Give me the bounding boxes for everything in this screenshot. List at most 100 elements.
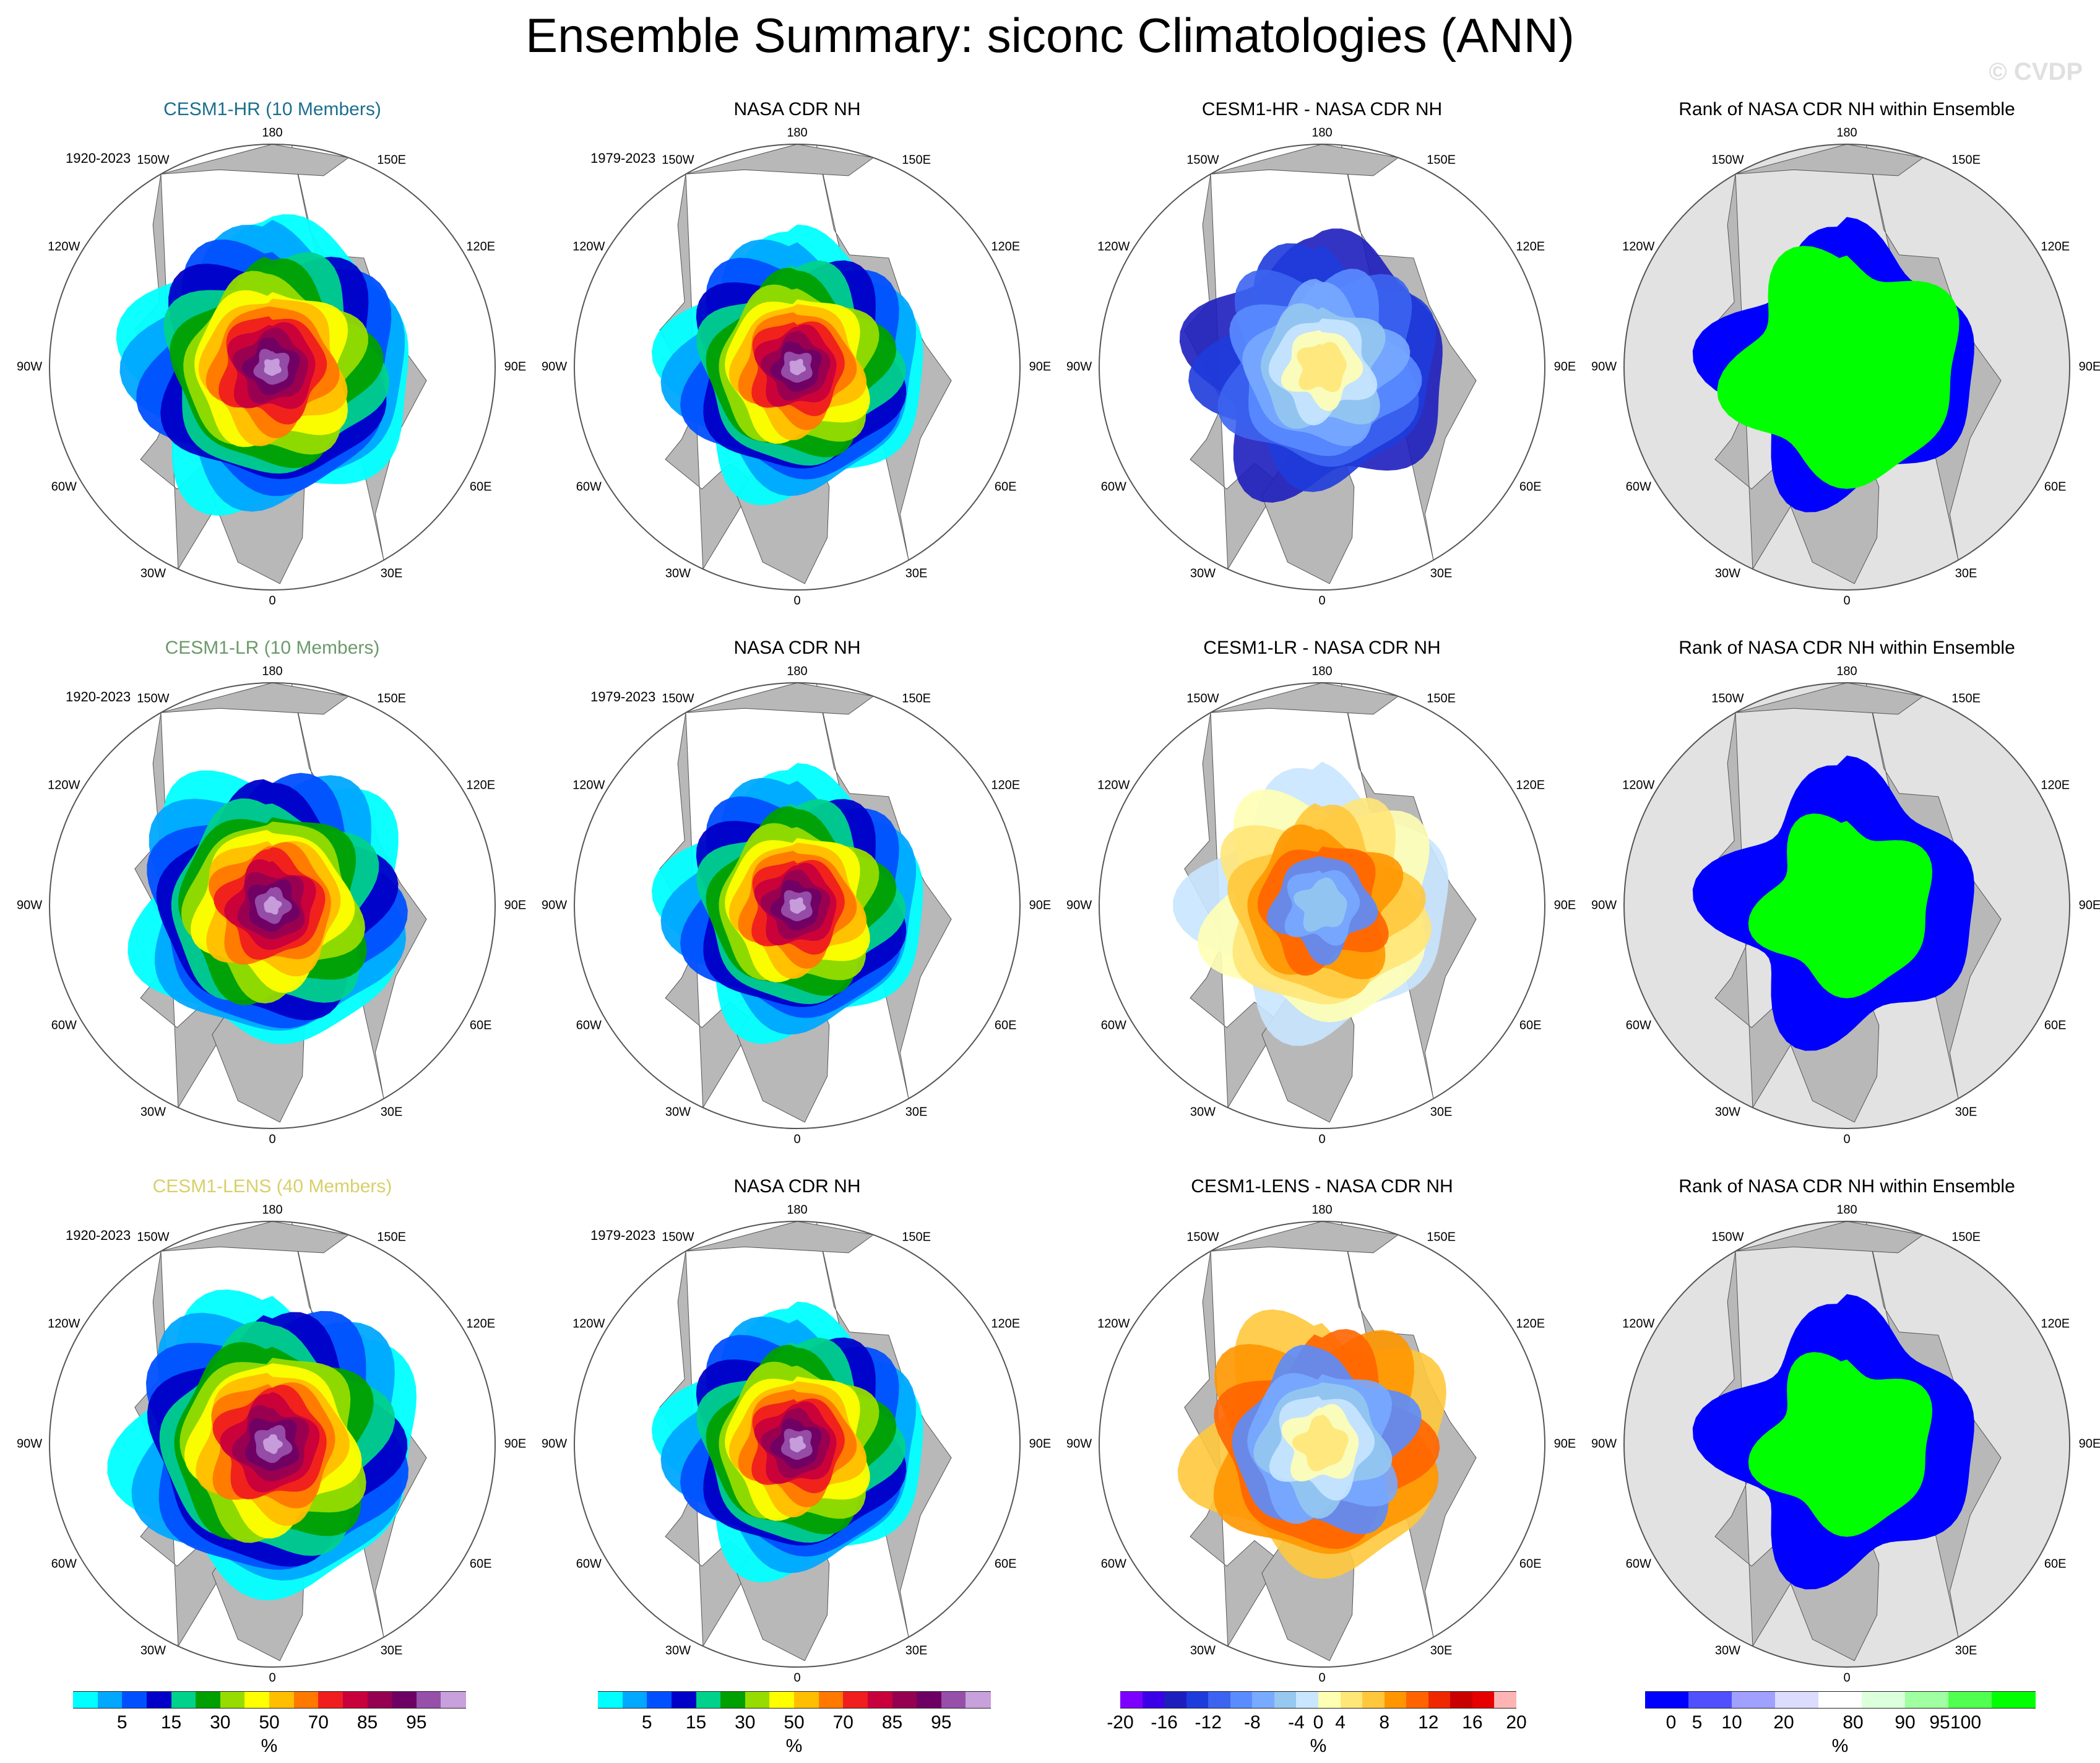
lon-label: 150W [1711, 153, 1744, 167]
lon-label: 30E [1955, 1644, 1977, 1658]
lon-label: 90W [542, 1437, 568, 1451]
colorbar-swatch [269, 1691, 295, 1709]
period-label: 1920-2023 [66, 689, 131, 704]
colorbar-swatch [318, 1691, 344, 1709]
lon-label: 60W [1625, 1018, 1651, 1033]
lon-label: 60W [1100, 1557, 1126, 1571]
colorbar-swatch [1274, 1691, 1297, 1709]
lon-label: 150E [377, 691, 406, 706]
lon-label: 120E [991, 778, 1021, 792]
lon-label: 120W [1097, 778, 1130, 792]
colorbar-swatch [598, 1691, 623, 1709]
colorbar-tick: 95 [406, 1712, 427, 1733]
map-panel-ensemble: CESM1-LR (10 Members) 180 0 90W 90E 150W 120W 1… [17, 638, 526, 1174]
polar-stereo-map [1099, 1221, 1545, 1668]
period-label: 1920-2023 [66, 1228, 131, 1243]
colorbar-swatch [966, 1691, 991, 1709]
colorbar-swatch [647, 1691, 672, 1709]
colorbar-tick: -20 [1107, 1712, 1134, 1733]
lon-label: 30E [1430, 1644, 1453, 1658]
lon-label: 150W [1186, 153, 1219, 167]
colorbar-swatch [720, 1691, 746, 1709]
period-label: 1979-2023 [590, 689, 656, 704]
colorbar-tick: 8 [1379, 1712, 1389, 1733]
lon-label: 60W [51, 1018, 77, 1033]
panel-title: NASA CDR NH [733, 638, 861, 658]
lon-label: 120E [991, 240, 1021, 254]
colorbar-swatch [769, 1691, 795, 1709]
figure-title: Ensemble Summary: siconc Climatologies (… [525, 8, 1575, 63]
colorbar-tick: 5 [116, 1712, 127, 1733]
colorbar-swatch [342, 1691, 368, 1709]
lon-label: 30E [380, 566, 403, 581]
colorbar-swatch [1450, 1691, 1473, 1709]
colorbar-tick: 30 [210, 1712, 231, 1733]
lon-label: 30E [905, 1644, 928, 1658]
lon-label: 180 [1836, 1203, 1857, 1217]
colorbar-tick: 85 [881, 1712, 903, 1733]
lon-label: 0 [793, 1671, 801, 1685]
lon-label: 180 [1836, 126, 1857, 140]
colorbar-tick: 100 [1950, 1712, 1982, 1733]
lon-label: 150E [1951, 153, 1981, 167]
lon-label: 90W [1066, 360, 1092, 374]
lon-label: 120E [1516, 1317, 1545, 1331]
colorbar-swatch [196, 1691, 221, 1709]
lon-label: 150E [1427, 153, 1456, 167]
colorbar-swatch [220, 1691, 245, 1709]
colorbar-swatch [1472, 1691, 1495, 1709]
lon-label: 60E [1519, 480, 1542, 494]
lon-label: 120W [1097, 240, 1130, 254]
colorbar-tick: 85 [356, 1712, 378, 1733]
lon-label: 180 [1836, 664, 1857, 678]
colorbar-tick: -8 [1243, 1712, 1261, 1733]
lon-label: 0 [1843, 1132, 1851, 1146]
lon-label: 30E [1955, 1105, 1977, 1119]
map-panel-ensemble: CESM1-HR (10 Members) 180 0 90W 90E 150W 120W 1… [17, 99, 526, 635]
lon-label: 60W [51, 480, 77, 494]
lon-label: 180 [1311, 1203, 1333, 1217]
colorbar-swatch [1406, 1691, 1429, 1709]
colorbar-swatch [1494, 1691, 1517, 1709]
lon-label: 150W [662, 1230, 694, 1244]
lon-label: 120E [466, 778, 496, 792]
lon-label: 180 [262, 1203, 283, 1217]
lon-label: 0 [1318, 594, 1326, 608]
lon-label: 120E [1516, 240, 1545, 254]
colorbar-tick: 20 [1773, 1712, 1794, 1733]
lon-label: 120E [991, 1317, 1021, 1331]
colorbar-diff: -20 -16 -12 -8 -4 0 4 8 12 16 20% [1107, 1691, 1527, 1759]
lon-label: 120W [573, 778, 605, 792]
lon-label: 120E [466, 1317, 496, 1331]
lon-label: 120E [2041, 240, 2070, 254]
colorbar-swatch [97, 1691, 123, 1709]
lon-label: 90E [2078, 898, 2100, 912]
colorbar-swatch [1318, 1691, 1341, 1709]
lon-label: 90E [2078, 360, 2100, 374]
lon-label: 180 [262, 664, 283, 678]
lon-label: 90W [542, 898, 568, 912]
lon-label: 150E [902, 1230, 931, 1244]
colorbar-tick: 50 [784, 1712, 805, 1733]
panel-title: CESM1-LR - NASA CDR NH [1203, 638, 1441, 658]
lon-label: 150E [1427, 1230, 1456, 1244]
map-panel-rank: Rank of NASA CDR NH within Ensemble 180 0 9… [1591, 99, 2100, 635]
lon-label: 150W [1186, 1230, 1219, 1244]
lon-label: 150E [1951, 691, 1981, 706]
lon-label: 60E [469, 1557, 492, 1571]
panel-title: CESM1-LENS - NASA CDR NH [1191, 1176, 1453, 1197]
lon-label: 60E [469, 480, 492, 494]
lon-label: 60E [1519, 1557, 1542, 1571]
colorbar-tick: 80 [1843, 1712, 1864, 1733]
lon-label: 150W [137, 691, 170, 706]
colorbar-tick: 12 [1418, 1712, 1439, 1733]
colorbar-swatch [745, 1691, 770, 1709]
period-label: 1979-2023 [590, 1228, 656, 1243]
colorbar-tick: 95 [931, 1712, 952, 1733]
lon-label: 30W [665, 1644, 691, 1658]
lon-label: 30W [1190, 1644, 1216, 1658]
colorbar-swatch [941, 1691, 966, 1709]
lon-label: 30E [1430, 566, 1453, 581]
lon-label: 150W [137, 1230, 170, 1244]
lon-label: 180 [1311, 664, 1333, 678]
